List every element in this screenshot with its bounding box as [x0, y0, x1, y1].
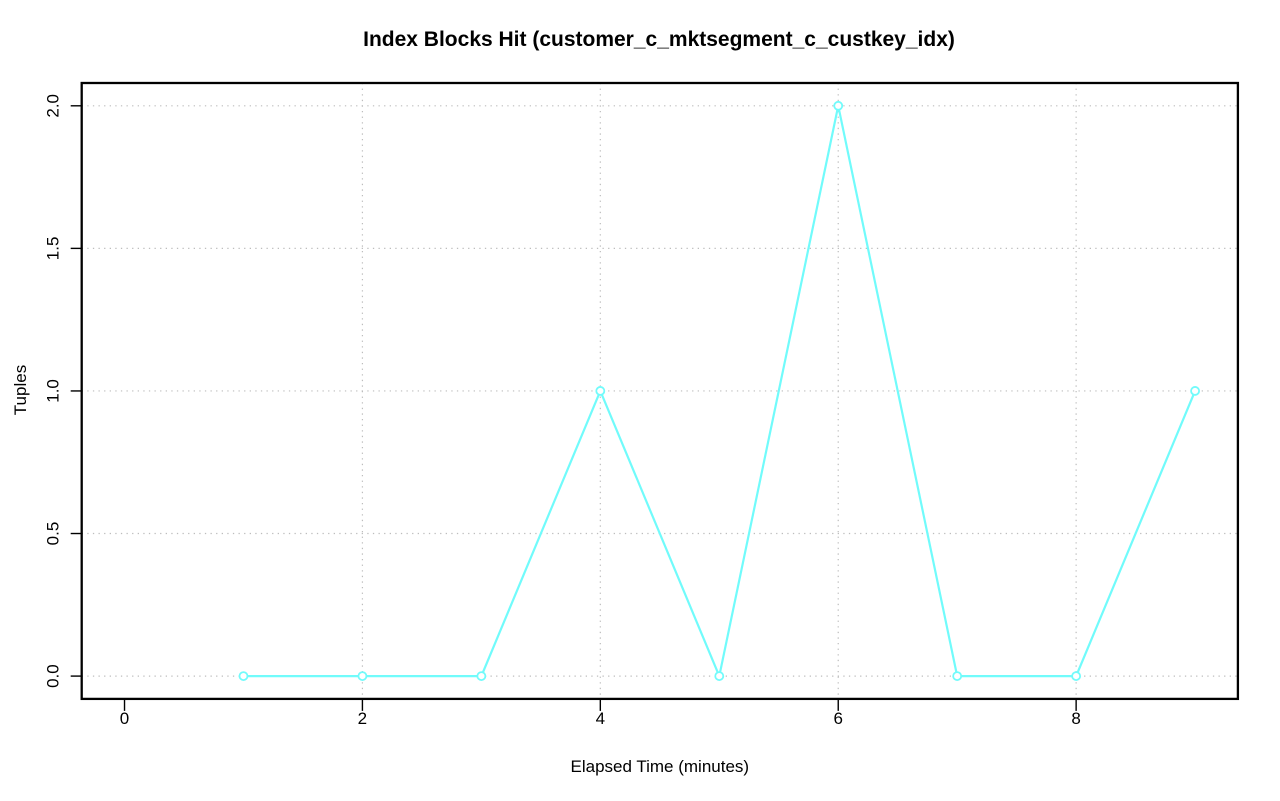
svg-text:0.5: 0.5 [44, 522, 63, 546]
svg-text:8: 8 [1071, 709, 1080, 728]
svg-text:1.5: 1.5 [44, 237, 63, 261]
svg-text:0: 0 [120, 709, 129, 728]
svg-text:Tuples: Tuples [11, 365, 30, 415]
svg-text:6: 6 [833, 709, 842, 728]
svg-text:Elapsed Time (minutes): Elapsed Time (minutes) [571, 757, 750, 776]
svg-text:Index Blocks Hit (customer_c_m: Index Blocks Hit (customer_c_mktsegment_… [363, 28, 955, 51]
svg-text:2.0: 2.0 [44, 94, 63, 118]
svg-text:2: 2 [358, 709, 367, 728]
svg-text:0.0: 0.0 [44, 664, 63, 688]
svg-text:4: 4 [596, 709, 605, 728]
svg-text:1.0: 1.0 [44, 379, 63, 403]
